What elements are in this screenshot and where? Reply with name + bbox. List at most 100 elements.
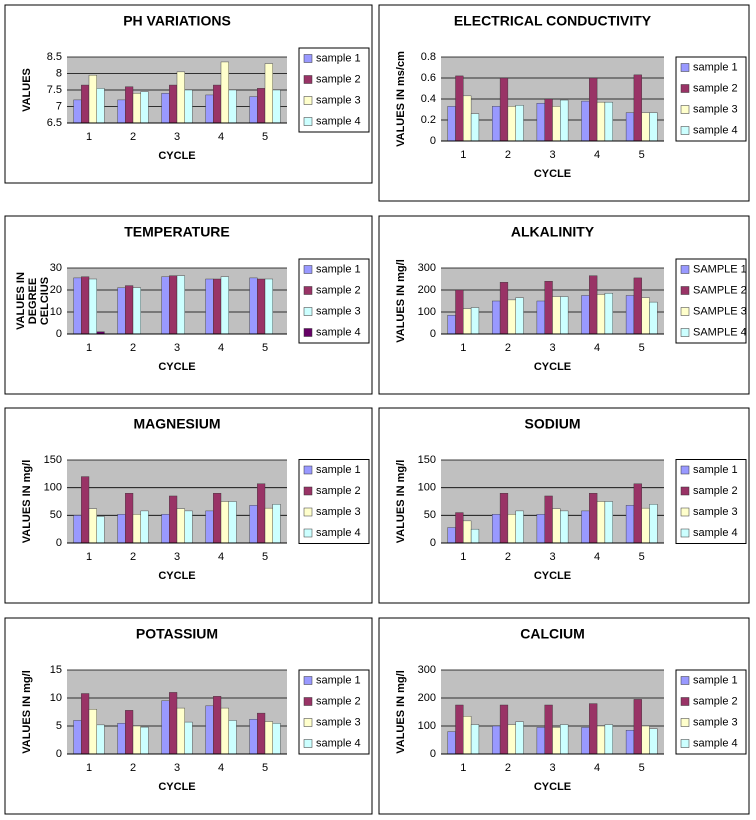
y-axis-label: VALUES IN ms/cm xyxy=(395,51,407,147)
y-tick-label: 150 xyxy=(418,454,436,466)
y-tick-label: 200 xyxy=(418,692,436,704)
y-tick-label: 8.5 xyxy=(47,51,62,63)
bar xyxy=(176,508,185,544)
bar xyxy=(604,293,613,335)
x-tick-label: 3 xyxy=(174,131,180,143)
x-tick-label: 2 xyxy=(130,762,136,774)
bar xyxy=(117,514,126,544)
bar xyxy=(492,106,501,142)
bar xyxy=(220,276,229,335)
bar xyxy=(220,501,229,544)
bar xyxy=(447,527,456,544)
chart-panel: MAGNESIUM 0 50 100 150 1 2 3 4 5 CYCLE VALUES IN mg… xyxy=(4,407,373,604)
legend-swatch xyxy=(680,307,690,316)
x-tick-label: 3 xyxy=(174,551,180,563)
legend-label: SAMPLE 3 xyxy=(693,305,747,317)
bar xyxy=(184,89,193,124)
bar xyxy=(596,101,606,142)
bar xyxy=(589,275,598,335)
bar xyxy=(81,84,90,124)
legend-label: sample 2 xyxy=(693,485,738,497)
bar xyxy=(581,510,590,544)
y-tick-label: 200 xyxy=(418,284,436,296)
bar xyxy=(596,725,606,755)
bar xyxy=(633,483,642,544)
bar xyxy=(455,704,464,755)
bar xyxy=(249,277,258,335)
bar xyxy=(499,282,509,335)
bar xyxy=(184,510,193,544)
y-tick-label: 0 xyxy=(56,537,62,549)
bar xyxy=(88,74,97,124)
y-tick-label: 300 xyxy=(418,664,436,676)
y-tick-label: 30 xyxy=(50,262,62,274)
bar xyxy=(544,704,553,755)
bar xyxy=(596,501,606,544)
bar xyxy=(117,723,126,755)
legend-label: sample 4 xyxy=(316,527,361,539)
legend-label: sample 2 xyxy=(316,695,361,707)
x-tick-label: 1 xyxy=(460,342,466,354)
x-axis-label: CYCLE xyxy=(158,781,195,793)
bar xyxy=(536,102,545,142)
bar xyxy=(205,278,214,335)
legend-label: sample 1 xyxy=(316,674,361,686)
bar xyxy=(257,483,266,544)
legend-label: sample 1 xyxy=(316,52,361,64)
y-axis-label: DEGREE xyxy=(27,278,39,324)
legend-label: SAMPLE 2 xyxy=(693,284,747,296)
y-tick-label: 300 xyxy=(418,262,436,274)
legend-swatch xyxy=(303,286,313,295)
legend-swatch xyxy=(303,507,313,517)
legend-label: sample 1 xyxy=(693,464,738,476)
chart-title: CALCIUM xyxy=(520,626,585,642)
bar xyxy=(463,308,472,335)
chart-panel: CALCIUM 0 100 200 300 1 2 3 4 5 CYCLE VALUES IN mg/… xyxy=(378,617,750,815)
bar xyxy=(507,106,516,142)
legend-swatch xyxy=(680,739,690,748)
y-tick-label: 150 xyxy=(44,454,62,466)
bar xyxy=(633,74,642,142)
x-axis-label: CYCLE xyxy=(534,570,571,582)
chart-title: ELECTRICAL CONDUCTIVITY xyxy=(454,13,652,29)
legend-swatch xyxy=(680,126,690,135)
bar xyxy=(213,696,222,755)
bar xyxy=(649,112,658,142)
legend-label: sample 4 xyxy=(693,124,738,136)
bar xyxy=(117,287,126,335)
x-tick-label: 1 xyxy=(460,149,466,161)
chart-panel: ALKALINITY 0 100 200 300 1 2 3 4 5 CYCLE VALUES IN … xyxy=(378,215,750,395)
bar xyxy=(73,99,82,124)
legend-label: sample 4 xyxy=(316,737,361,749)
bar xyxy=(507,514,516,544)
bar xyxy=(264,278,273,335)
x-tick-label: 4 xyxy=(594,149,600,161)
legend-swatch xyxy=(680,63,690,72)
bar xyxy=(176,707,185,755)
bar xyxy=(536,514,545,544)
bar xyxy=(272,723,281,755)
legend-label: sample 3 xyxy=(316,94,361,106)
legend-swatch xyxy=(303,117,313,126)
bar xyxy=(132,514,141,544)
x-tick-label: 2 xyxy=(505,762,511,774)
bar xyxy=(161,276,170,335)
bar xyxy=(625,112,635,142)
bar xyxy=(169,692,178,755)
legend-swatch xyxy=(303,265,313,274)
bar xyxy=(88,508,97,544)
legend-label: sample 1 xyxy=(693,61,738,73)
bar xyxy=(470,528,480,544)
bar xyxy=(161,93,170,124)
bar xyxy=(73,515,82,544)
bar xyxy=(507,299,516,335)
bar xyxy=(447,315,456,335)
legend-label: sample 2 xyxy=(693,82,738,94)
bar xyxy=(589,703,598,755)
bar xyxy=(544,98,553,142)
legend-label: sample 3 xyxy=(316,305,361,317)
legend-label: sample 3 xyxy=(316,506,361,518)
bar xyxy=(96,88,105,124)
y-tick-label: 0 xyxy=(430,748,436,760)
bar xyxy=(169,275,178,335)
